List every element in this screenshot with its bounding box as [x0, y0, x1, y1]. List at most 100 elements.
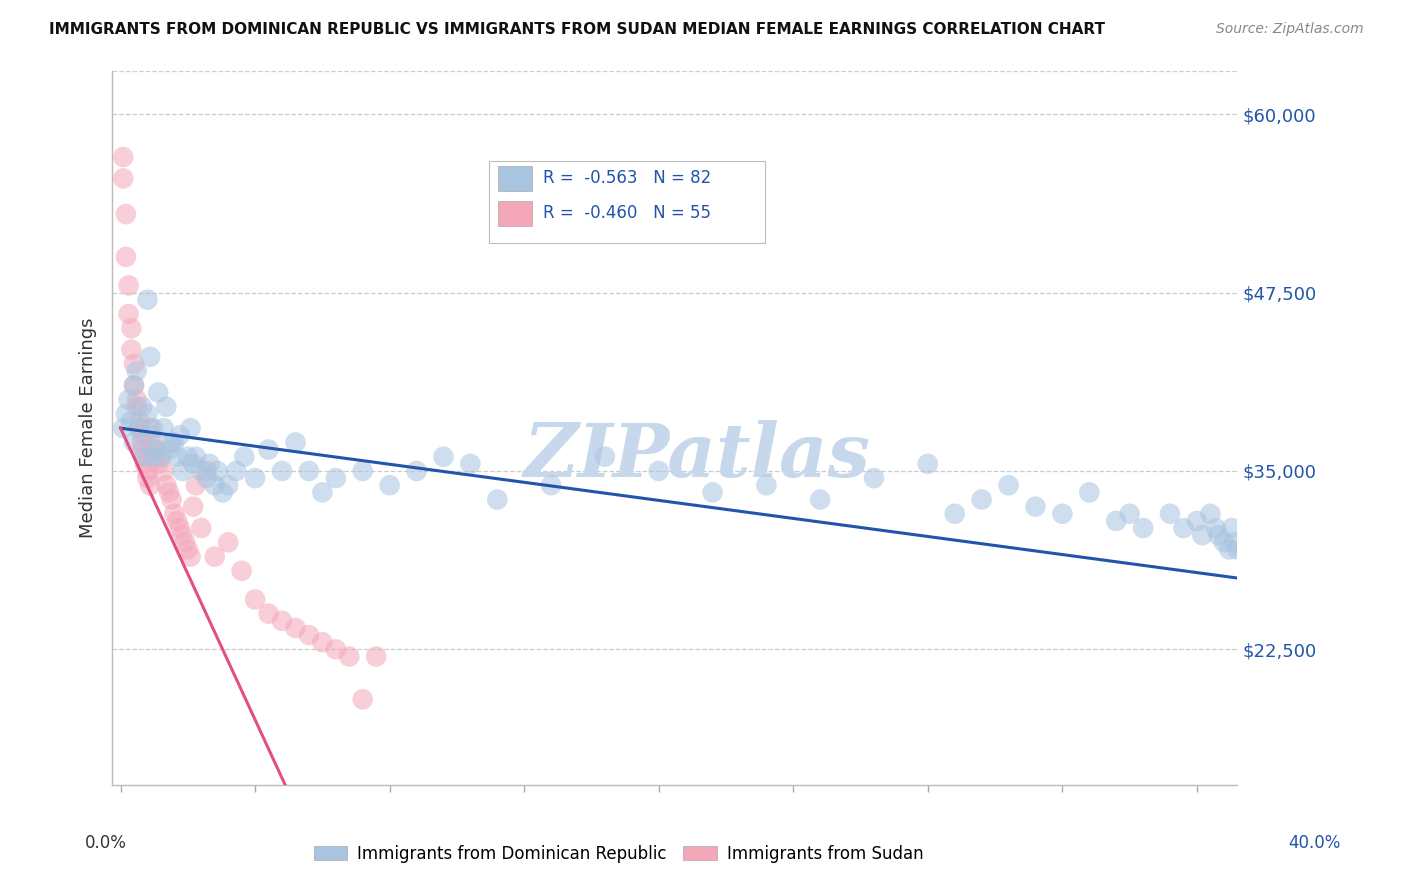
Point	[115, 207, 138, 221]
Point	[198, 457, 221, 471]
Point	[163, 507, 186, 521]
Point	[122, 378, 145, 392]
Point	[1159, 507, 1181, 521]
Point	[142, 421, 165, 435]
Point	[1185, 514, 1208, 528]
Point	[152, 464, 174, 478]
Point	[145, 442, 167, 457]
Point	[917, 457, 939, 471]
Point	[271, 464, 294, 478]
Point	[593, 450, 616, 464]
Point	[1220, 521, 1243, 535]
Point	[152, 421, 174, 435]
FancyBboxPatch shape	[489, 161, 765, 243]
Point	[271, 614, 294, 628]
Point	[122, 378, 145, 392]
Point	[808, 492, 831, 507]
Point	[128, 421, 150, 435]
Point	[117, 392, 139, 407]
Point	[125, 392, 148, 407]
Text: 40.0%: 40.0%	[1288, 834, 1341, 852]
Point	[122, 435, 145, 450]
Point	[136, 407, 159, 421]
Point	[177, 450, 200, 464]
Point	[115, 250, 138, 264]
Point	[1132, 521, 1154, 535]
Point	[943, 507, 966, 521]
Text: ZIPatlas: ZIPatlas	[524, 420, 870, 493]
Point	[755, 478, 778, 492]
Point	[648, 464, 671, 478]
Point	[112, 171, 135, 186]
Point	[233, 450, 256, 464]
Point	[139, 421, 162, 435]
Point	[298, 628, 321, 642]
Point	[1052, 507, 1074, 521]
Point	[1218, 542, 1240, 557]
Point	[148, 385, 170, 400]
Point	[120, 414, 142, 428]
Point	[1208, 528, 1230, 542]
Point	[125, 364, 148, 378]
Point	[131, 400, 153, 414]
Point	[211, 485, 233, 500]
Point	[184, 478, 207, 492]
Point	[155, 400, 177, 414]
Point	[169, 428, 191, 442]
Point	[180, 421, 202, 435]
Point	[166, 514, 188, 528]
Point	[139, 428, 162, 442]
Point	[128, 414, 150, 428]
Point	[145, 442, 167, 457]
Point	[217, 478, 239, 492]
Point	[1199, 507, 1222, 521]
Point	[284, 621, 307, 635]
Point	[190, 521, 212, 535]
Point	[337, 649, 360, 664]
Point	[1105, 514, 1128, 528]
Point	[160, 492, 183, 507]
Point	[184, 450, 207, 464]
FancyBboxPatch shape	[498, 166, 531, 191]
Point	[325, 471, 347, 485]
Point	[486, 492, 509, 507]
Point	[134, 450, 156, 464]
Point	[1191, 528, 1213, 542]
Point	[180, 549, 202, 564]
Text: R =  -0.460   N = 55: R = -0.460 N = 55	[543, 204, 711, 222]
Point	[352, 692, 374, 706]
Point	[432, 450, 454, 464]
Point	[149, 450, 172, 464]
Point	[131, 435, 153, 450]
Point	[311, 485, 333, 500]
Point	[139, 350, 162, 364]
Point	[378, 478, 401, 492]
Point	[298, 464, 321, 478]
Point	[1173, 521, 1195, 535]
Y-axis label: Median Female Earnings: Median Female Earnings	[79, 318, 97, 539]
Point	[112, 150, 135, 164]
Point	[166, 450, 188, 464]
FancyBboxPatch shape	[498, 202, 531, 227]
Point	[142, 450, 165, 464]
Point	[231, 564, 253, 578]
Point	[177, 542, 200, 557]
Point	[311, 635, 333, 649]
Point	[117, 307, 139, 321]
Point	[243, 592, 266, 607]
Point	[195, 471, 218, 485]
Point	[122, 357, 145, 371]
Point	[115, 407, 138, 421]
Point	[174, 535, 197, 549]
Text: 0.0%: 0.0%	[84, 834, 127, 852]
Point	[142, 435, 165, 450]
Point	[134, 450, 156, 464]
Point	[195, 464, 218, 478]
Point	[1205, 521, 1227, 535]
Point	[172, 464, 194, 478]
Point	[160, 435, 183, 450]
Point	[225, 464, 247, 478]
Point	[112, 421, 135, 435]
Point	[149, 450, 172, 464]
Point	[204, 478, 226, 492]
